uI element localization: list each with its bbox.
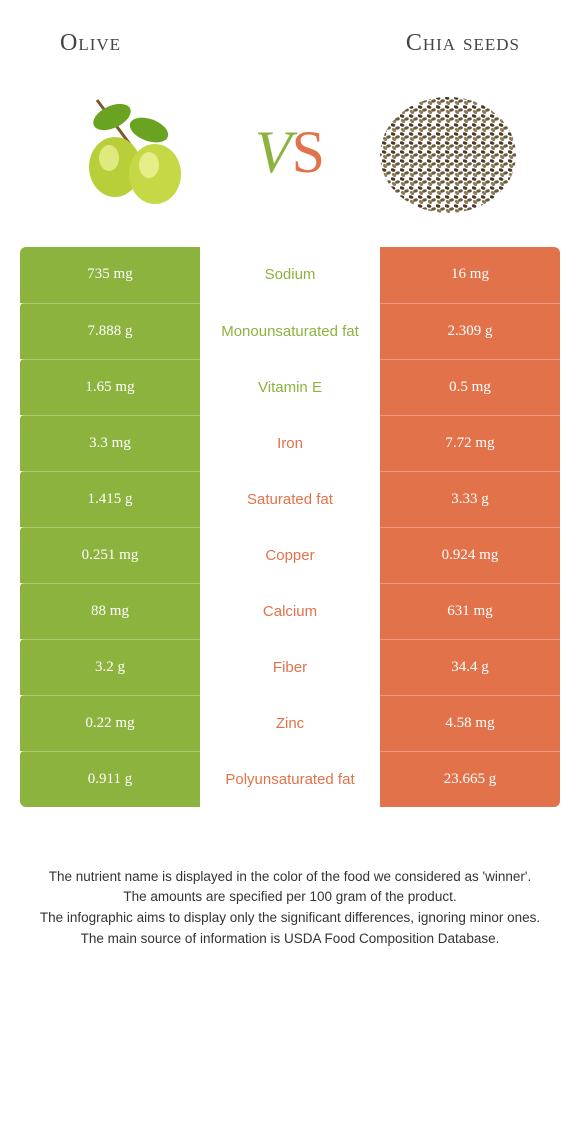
nutrient-label: Calcium [200, 583, 380, 639]
nutrient-label: Copper [200, 527, 380, 583]
olive-image [52, 87, 212, 217]
title-olive: Olive [60, 30, 121, 57]
right-value: 0.924 mg [380, 527, 560, 583]
vs-s: S [292, 119, 325, 185]
table-row: 1.415 gSaturated fat3.33 g [20, 471, 560, 527]
title-chia: Chia seeds [406, 30, 520, 57]
left-value: 0.251 mg [20, 527, 200, 583]
table-row: 0.22 mgZinc4.58 mg [20, 695, 560, 751]
table-row: 7.888 gMonounsaturated fat2.309 g [20, 303, 560, 359]
table-row: 88 mgCalcium631 mg [20, 583, 560, 639]
nutrient-label: Sodium [200, 247, 380, 303]
right-value: 7.72 mg [380, 415, 560, 471]
comparison-table: 735 mgSodium16 mg7.888 gMonounsaturated … [20, 247, 560, 808]
vs-label: VS [255, 118, 325, 187]
right-value: 3.33 g [380, 471, 560, 527]
table-row: 1.65 mgVitamin E0.5 mg [20, 359, 560, 415]
header-row: Olive Chia seeds [0, 0, 580, 67]
right-value: 23.665 g [380, 751, 560, 807]
right-value: 34.4 g [380, 639, 560, 695]
left-value: 88 mg [20, 583, 200, 639]
nutrient-label: Iron [200, 415, 380, 471]
right-value: 16 mg [380, 247, 560, 303]
right-value: 4.58 mg [380, 695, 560, 751]
nutrient-label: Fiber [200, 639, 380, 695]
left-value: 0.22 mg [20, 695, 200, 751]
nutrient-label: Polyunsaturated fat [200, 751, 380, 807]
table-row: 0.251 mgCopper0.924 mg [20, 527, 560, 583]
footer-notes: The nutrient name is displayed in the co… [0, 808, 580, 972]
left-value: 7.888 g [20, 303, 200, 359]
left-value: 735 mg [20, 247, 200, 303]
left-value: 0.911 g [20, 751, 200, 807]
right-value: 2.309 g [380, 303, 560, 359]
right-value: 631 mg [380, 583, 560, 639]
table-row: 3.3 mgIron7.72 mg [20, 415, 560, 471]
footer-line-3: The infographic aims to display only the… [30, 909, 550, 928]
left-value: 1.65 mg [20, 359, 200, 415]
left-value: 3.2 g [20, 639, 200, 695]
nutrient-label: Vitamin E [200, 359, 380, 415]
left-value: 1.415 g [20, 471, 200, 527]
table-row: 735 mgSodium16 mg [20, 247, 560, 303]
nutrient-label: Monounsaturated fat [200, 303, 380, 359]
footer-line-2: The amounts are specified per 100 gram o… [30, 888, 550, 907]
nutrient-label: Zinc [200, 695, 380, 751]
right-value: 0.5 mg [380, 359, 560, 415]
nutrient-label: Saturated fat [200, 471, 380, 527]
left-value: 3.3 mg [20, 415, 200, 471]
table-row: 0.911 gPolyunsaturated fat23.665 g [20, 751, 560, 807]
footer-line-4: The main source of information is USDA F… [30, 930, 550, 949]
table-row: 3.2 gFiber34.4 g [20, 639, 560, 695]
vs-v: V [255, 119, 292, 185]
image-row: VS [0, 67, 580, 247]
chia-image [368, 87, 528, 217]
footer-line-1: The nutrient name is displayed in the co… [30, 868, 550, 887]
